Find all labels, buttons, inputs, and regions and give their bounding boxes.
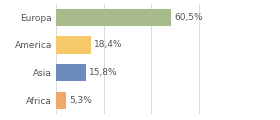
Bar	[56, 64, 86, 81]
Text: 18,4%: 18,4%	[94, 41, 122, 49]
Text: 5,3%: 5,3%	[69, 96, 92, 105]
Text: 60,5%: 60,5%	[174, 13, 203, 22]
Bar	[56, 9, 171, 26]
Bar	[56, 92, 66, 109]
Text: 15,8%: 15,8%	[89, 68, 118, 77]
Bar	[56, 36, 91, 54]
